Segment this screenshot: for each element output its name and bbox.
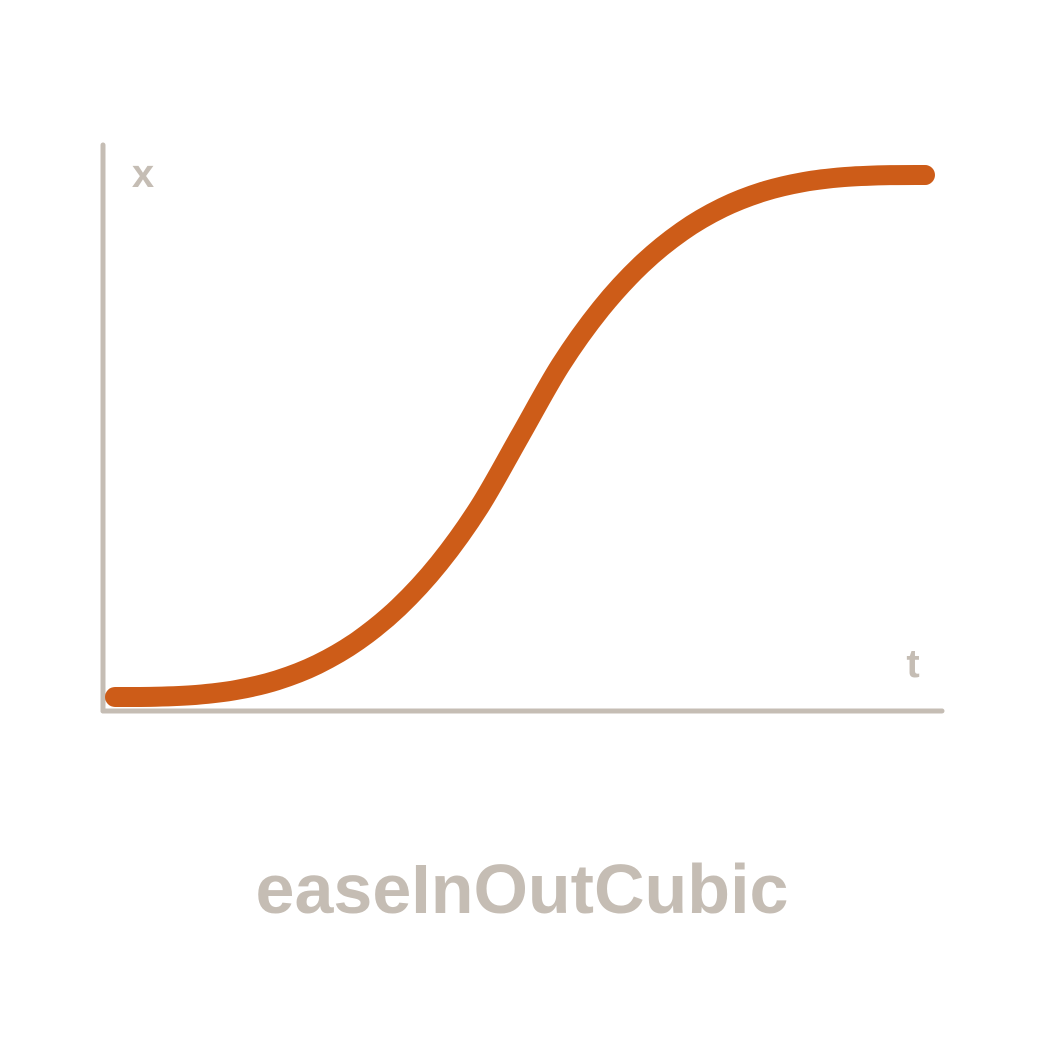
series-layer — [105, 165, 935, 707]
y-axis-label: x — [132, 152, 154, 196]
series-line-0 — [105, 165, 935, 707]
x-axis-label: t — [906, 642, 919, 686]
chart-title: easeInOutCubic — [256, 850, 789, 928]
